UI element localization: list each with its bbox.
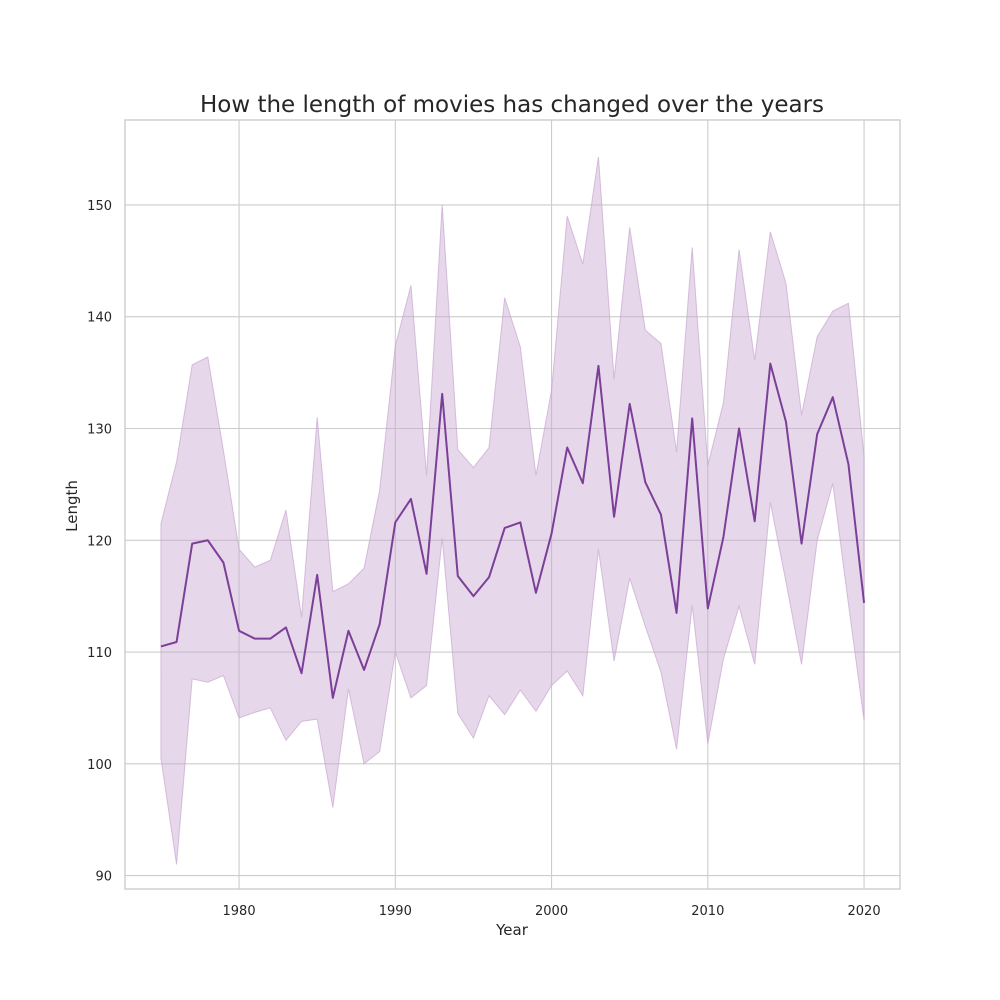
x-tick-label: 2000 <box>535 904 568 919</box>
y-tick-label: 90 <box>95 870 112 885</box>
x-axis-label: Year <box>495 921 529 939</box>
series-line-layer <box>160 362 866 699</box>
y-tick-label: 110 <box>87 646 112 661</box>
x-tick-label: 2020 <box>848 904 881 919</box>
series-line <box>160 362 866 699</box>
y-tick-labels: 90 100 110 120 130 140 150 <box>87 199 112 885</box>
y-tick-label: 130 <box>87 422 112 437</box>
y-tick-label: 150 <box>87 199 112 214</box>
x-tick-label: 1990 <box>379 904 412 919</box>
chart-title: How the length of movies has changed ove… <box>200 92 824 118</box>
y-tick-label: 100 <box>87 758 112 773</box>
x-tick-label: 2010 <box>691 904 724 919</box>
x-tick-label: 1980 <box>223 904 256 919</box>
y-tick-label: 140 <box>87 311 112 326</box>
plot-frame <box>124 119 901 890</box>
y-axis-label: Length <box>63 480 81 532</box>
y-tick-label: 120 <box>87 534 112 549</box>
confidence-band <box>160 156 865 865</box>
confidence-band-layer <box>160 156 865 865</box>
x-tick-labels: 1980 1990 2000 2010 2020 <box>223 904 881 919</box>
